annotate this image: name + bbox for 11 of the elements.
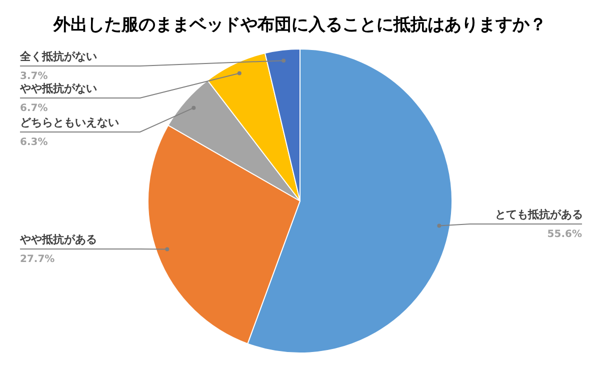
slice-label: どちらともいえない — [20, 116, 119, 129]
data-label: 6.7% — [20, 103, 48, 114]
slice-label: やや抵抗がない — [19, 82, 97, 95]
slice-label: やや抵抗がある — [19, 233, 97, 246]
chart-title: 外出した服のままベッドや布団に入ることに抵抗はありますか？ — [52, 15, 546, 35]
data-label: 6.3% — [20, 137, 48, 148]
data-label: 55.6% — [547, 229, 582, 240]
slice-label: 全く抵抗がない — [19, 50, 97, 63]
slice-label: とても抵抗がある — [495, 208, 583, 221]
data-label: 27.7% — [20, 254, 55, 265]
data-label: 3.7% — [20, 71, 48, 82]
